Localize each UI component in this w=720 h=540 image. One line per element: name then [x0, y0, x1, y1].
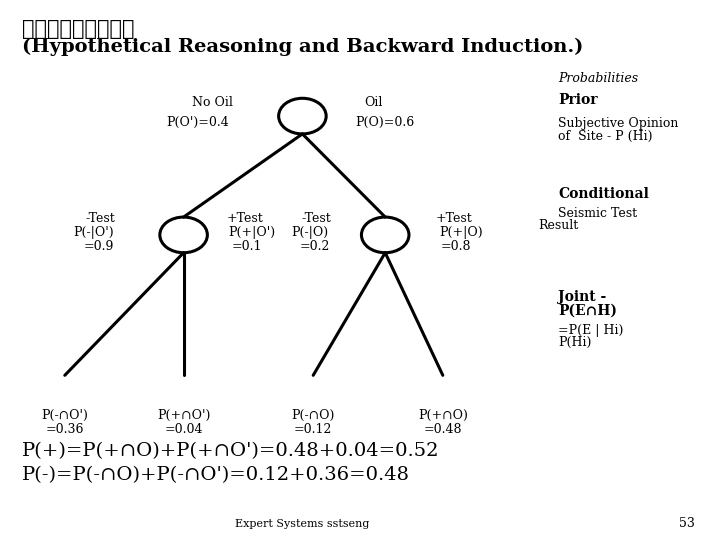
Text: =0.8: =0.8	[441, 240, 471, 253]
Text: -Test: -Test	[302, 212, 332, 225]
Text: +Test: +Test	[435, 212, 472, 225]
Text: =0.36: =0.36	[45, 423, 84, 436]
Text: Joint -: Joint -	[558, 290, 606, 304]
Text: =0.12: =0.12	[294, 423, 333, 436]
Text: P(-∩O'): P(-∩O')	[41, 409, 89, 422]
Text: P(-|O): P(-|O)	[291, 226, 328, 239]
Text: P(O')=0.4: P(O')=0.4	[166, 116, 230, 129]
Text: -Test: -Test	[86, 212, 116, 225]
Text: Subjective Opinion: Subjective Opinion	[558, 117, 678, 130]
Text: 53: 53	[679, 517, 695, 530]
Text: Seismic Test: Seismic Test	[558, 207, 637, 220]
Text: P(-)=P(-∩O)+P(-∩O')=0.12+0.36=0.48: P(-)=P(-∩O)+P(-∩O')=0.12+0.36=0.48	[22, 466, 410, 484]
Text: P(+∩O'): P(+∩O')	[157, 409, 210, 422]
Text: P(-|O'): P(-|O')	[73, 226, 114, 239]
Text: P(+)=P(+∩O)+P(+∩O')=0.48+0.04=0.52: P(+)=P(+∩O)+P(+∩O')=0.48+0.04=0.52	[22, 442, 439, 460]
Text: P(+∩O): P(+∩O)	[418, 409, 468, 422]
Text: P(O)=0.6: P(O)=0.6	[356, 116, 415, 129]
Text: (Hypothetical Reasoning and Backward Induction.): (Hypothetical Reasoning and Backward Ind…	[22, 38, 583, 56]
Text: of  Site - P (Hi): of Site - P (Hi)	[558, 130, 652, 143]
Text: Expert Systems sstseng: Expert Systems sstseng	[235, 519, 369, 529]
Text: =0.9: =0.9	[84, 240, 114, 253]
Text: P(-∩O): P(-∩O)	[292, 409, 335, 422]
Text: Result: Result	[538, 219, 578, 232]
Text: =0.48: =0.48	[423, 423, 462, 436]
Text: P(E∩H): P(E∩H)	[558, 303, 617, 318]
Text: No Oil: No Oil	[192, 96, 233, 109]
Text: Probabilities: Probabilities	[558, 72, 638, 85]
Text: 假設推論與向後歸納: 假設推論與向後歸納	[22, 19, 134, 39]
Text: =0.2: =0.2	[300, 240, 330, 253]
Text: P(+|O'): P(+|O')	[228, 226, 276, 239]
Text: Oil: Oil	[364, 96, 382, 109]
Text: =0.04: =0.04	[164, 423, 203, 436]
Text: =P(E | Hi): =P(E | Hi)	[558, 324, 624, 337]
Text: P(+|O): P(+|O)	[439, 226, 482, 239]
Text: Prior: Prior	[558, 93, 598, 107]
Text: Conditional: Conditional	[558, 187, 649, 201]
Text: +Test: +Test	[226, 212, 264, 225]
Text: P(Hi): P(Hi)	[558, 336, 591, 349]
Text: =0.1: =0.1	[232, 240, 262, 253]
